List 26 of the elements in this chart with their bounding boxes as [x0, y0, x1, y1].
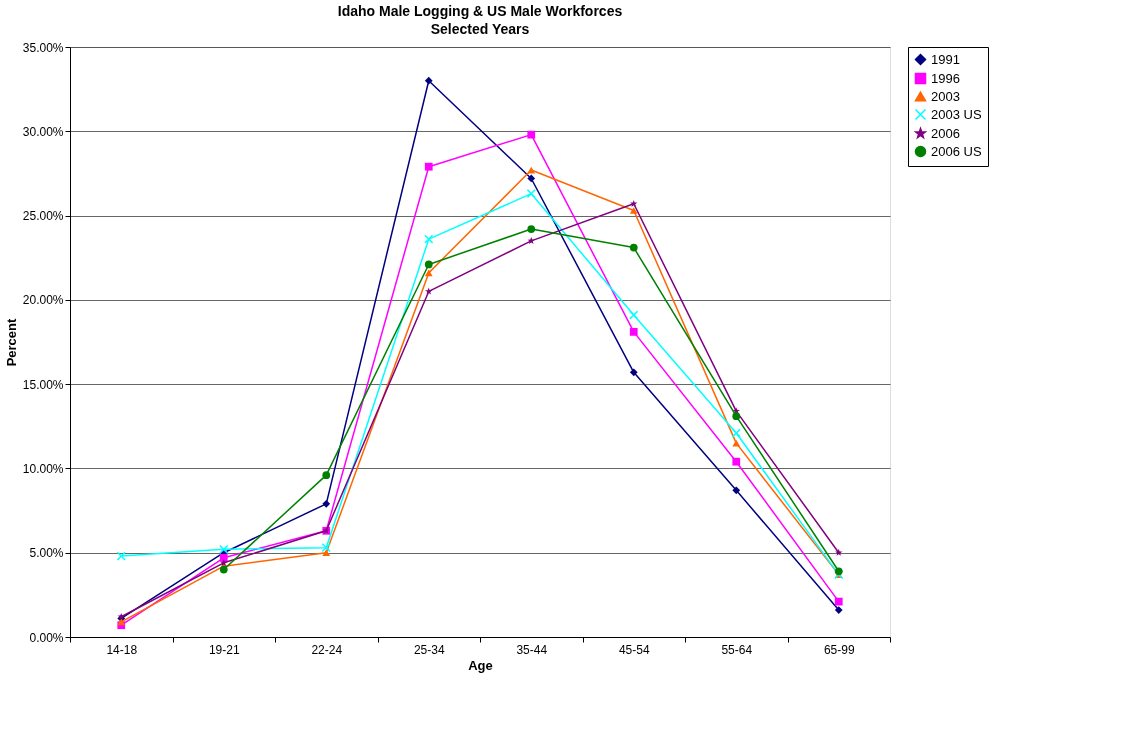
x-tick-label: 19-21: [208, 642, 240, 657]
legend-label: 2003 US: [931, 106, 982, 122]
y-tick-label: 30.00%: [22, 124, 64, 139]
x-tick-label: 25-34: [413, 642, 445, 657]
y-tick-label: 5.00%: [29, 546, 64, 561]
legend-label: 1996: [931, 70, 960, 86]
y-tick-label: 25.00%: [22, 209, 64, 224]
y-tick-label: 35.00%: [22, 40, 64, 55]
x-tick-label: 55-64: [721, 642, 753, 657]
y-tick-label: 10.00%: [22, 461, 64, 476]
x-tick-label: 45-54: [618, 642, 650, 657]
chart-subtitle: Selected Years: [430, 21, 530, 37]
legend-label: 2006 US: [931, 143, 982, 159]
y-axis-title: Percent: [3, 317, 19, 367]
x-tick-label: 22-24: [311, 642, 343, 657]
y-tick-label: 20.00%: [22, 293, 64, 308]
chart-title: Idaho Male Logging & US Male Workforces: [337, 3, 623, 19]
x-tick-label: 65-99: [823, 642, 855, 657]
x-tick-label: 14-18: [106, 642, 138, 657]
legend-label: 1991: [931, 51, 960, 67]
y-tick-label: 15.00%: [22, 377, 64, 392]
legend-label: 2003: [931, 88, 960, 104]
x-axis-title: Age: [468, 657, 493, 673]
x-tick-label: 35-44: [516, 642, 548, 657]
legend-label: 2006: [931, 125, 960, 141]
y-tick-label: 0.00%: [29, 630, 64, 645]
